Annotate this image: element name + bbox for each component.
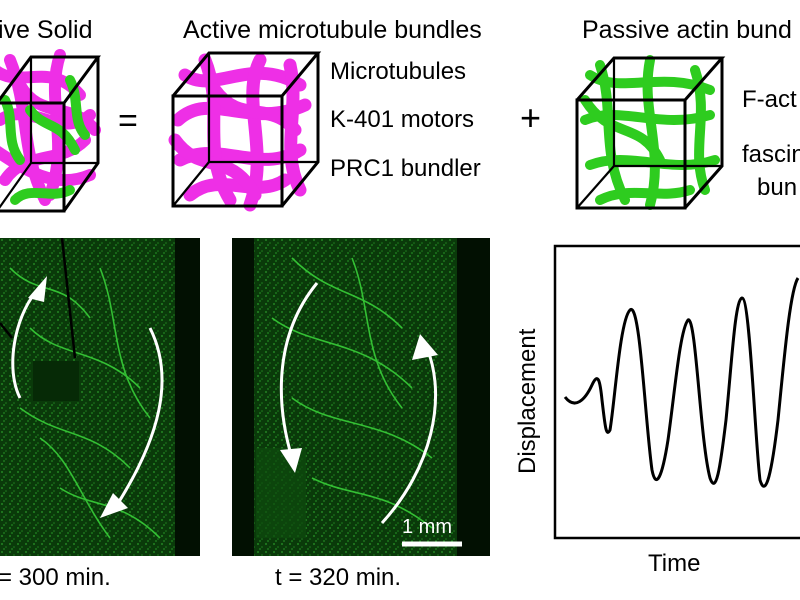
time-label-left: = 300 min.: [0, 564, 111, 591]
plus-sign: +: [520, 97, 542, 138]
label-prc1-bundler: PRC1 bundler: [330, 155, 481, 182]
label-fascin: fascin: [742, 141, 800, 168]
label-bundler: bun: [757, 174, 798, 201]
actin-cube: [575, 55, 726, 210]
displacement-curve: [563, 277, 800, 488]
microtubule-header: Active microtubule bundles: [183, 16, 482, 44]
micrograph-right: 1 mm: [232, 238, 490, 556]
scale-bar-label: 1 mm: [402, 516, 452, 538]
label-microtubules: Microtubules: [330, 58, 467, 85]
time-label-right: t = 320 min.: [275, 564, 402, 591]
actin-header: Passive actin bund: [582, 16, 792, 44]
microtubule-cube: [168, 51, 322, 212]
micrograph-left: [0, 238, 200, 556]
plot-frame: [553, 244, 800, 540]
label-factin: F-act: [742, 86, 797, 113]
plot-ylabel-text: Displacement: [514, 328, 541, 474]
cube-illustrations: [0, 49, 726, 213]
composite-cube: [0, 49, 101, 213]
solid-header: ive Solid: [0, 16, 93, 44]
label-k401-motors: K-401 motors: [330, 106, 475, 133]
equals-sign: =: [118, 102, 138, 140]
plot-xlabel: Time: [648, 550, 701, 577]
